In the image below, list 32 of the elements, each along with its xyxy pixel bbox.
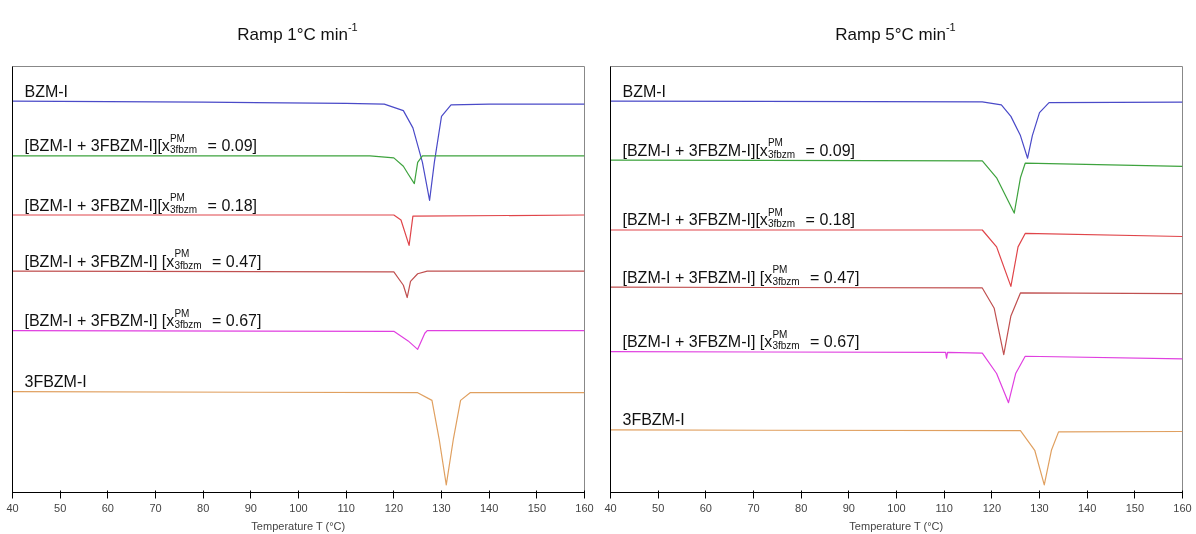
x-tick-label: 120 [982,501,1002,514]
x-tick-label: 130 [1030,501,1049,514]
x-tick-label: 140 [479,501,499,514]
x-tick-label: 100 [887,501,906,514]
x-tick-label: 40 [604,501,617,514]
x-tick-label: 120 [384,501,404,514]
x-axis-title: Temperature T (°C) [849,519,944,532]
x-tick-label: 110 [337,501,355,514]
x-tick-label: 100 [289,501,308,514]
series-label: BZM-I [622,82,667,100]
x-tick-label: 60 [699,501,712,514]
x-tick-label: 80 [197,501,210,514]
x-tick-label: 160 [1173,501,1192,514]
x-tick-label: 110 [935,501,953,514]
x-tick-label: 130 [432,501,451,514]
x-tick-label: 150 [1125,501,1145,514]
x-axis-title: Temperature T (°C) [251,519,346,532]
x-tick-label: 80 [795,501,808,514]
series-label: 3FBZM-I [622,411,685,429]
x-tick-label: 70 [149,501,162,514]
x-tick-label: 150 [527,501,547,514]
x-tick-label: 90 [842,501,855,514]
x-tick-label: 70 [747,501,760,514]
x-tick-label: 40 [6,501,19,514]
x-tick-label: 140 [1077,501,1097,514]
x-tick-label: 50 [54,501,67,514]
x-tick-label: 90 [244,501,257,514]
series-label: BZM-I [24,82,69,100]
x-tick-label: 60 [101,501,114,514]
x-tick-label: 50 [652,501,665,514]
x-tick-label: 160 [575,501,594,514]
series-label: 3FBZM-I [24,373,87,391]
